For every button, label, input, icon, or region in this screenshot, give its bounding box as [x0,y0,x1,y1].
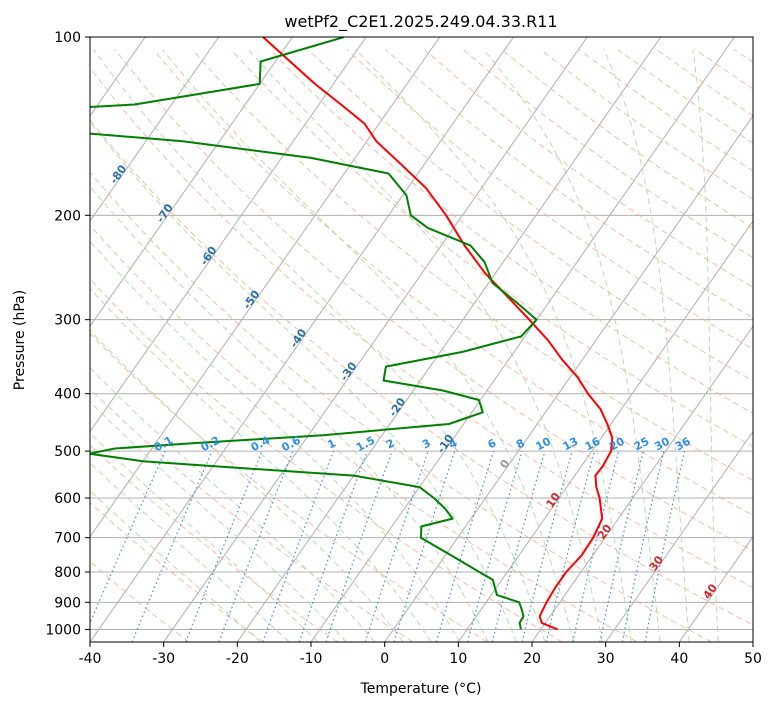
moist-adiabat-line [90,288,432,642]
dry-adiabat-line [90,388,414,642]
mixing-ratio-line [185,450,263,642]
series-layer [90,37,614,631]
mixing-ratio-line [364,450,429,642]
dry-adiabat-line [114,49,753,552]
isotherm-line [678,535,753,642]
mixing-ratio-label: 20 [607,435,627,454]
moist-adiabat-line [90,185,489,642]
dry-adiabat-line [90,66,753,588]
x-tick-label: 0 [380,651,389,667]
y-axis-label: Pressure (hPa) [12,290,28,390]
isotherm-line [605,430,753,642]
y-tick-label: 100 [54,30,81,46]
mixing-ratio-label: 36 [673,435,693,454]
x-tick-label: 20 [523,651,541,667]
mixing-ratio-line [218,450,294,642]
y-tick-label: 400 [54,387,81,403]
y-tick-label: 800 [54,565,81,581]
x-tick-label: -40 [79,651,102,667]
dry-adiabat-line [90,224,638,642]
moist-adiabat-line [90,490,261,642]
mixing-ratio-line [393,450,456,642]
dry-adiabat-line [90,119,753,626]
moist-adiabat-line [90,329,404,642]
moist-adiabat-line [90,240,461,642]
mixing-ratio-line [621,450,665,642]
mixing-ratio-label: 13 [561,435,581,454]
x-tick-label: -10 [300,651,323,667]
y-tick-label: 1000 [45,622,81,638]
x-tick-label: -20 [226,651,249,667]
mixing-ratio-line [435,450,495,642]
dry-adiabat-line [90,501,264,642]
y-tick-label: 600 [54,491,81,507]
mixing-ratio-label: 16 [583,435,603,454]
dry-adiabat-line [424,49,753,289]
dry-adiabat-line [385,49,753,319]
dry-adiabat-line [90,171,712,642]
mixing-ratio-label: 10 [533,435,553,454]
moist-adiabat-line [483,49,661,642]
mixing-ratio-line [466,450,523,642]
dry-adiabat-line [90,278,563,642]
moist-adiabat-line [93,49,546,642]
mixing-ratio-line [325,450,393,642]
background-lines [90,49,753,642]
moist-adiabat-line [90,401,347,642]
mixing-ratio-line [644,450,686,642]
x-tick-label: 50 [744,651,762,667]
moist-adiabat-line [355,49,632,642]
y-tick-label: 200 [54,208,81,224]
isotherm-line [90,37,367,433]
axes: -40 -30 -20 -10 0 10 20 30 40 50 100 200 300 400 500 60… [45,30,762,667]
dry-adiabat-line [90,444,339,642]
isotherm-line [531,325,753,642]
moist-adiabat-line [90,432,319,642]
moist-adiabat-line [247,49,603,642]
x-tick-label: -30 [152,651,175,667]
moist-adiabat-line [90,462,290,642]
mixing-ratio-label: 30 [652,435,672,454]
plot-frame [89,36,754,643]
isotherm-line [384,114,753,642]
chart-title: wetPf2_C2E1.2025.249.04.33.R11 [284,12,557,32]
isotherm-line [310,37,735,642]
x-axis-label: Temperature (°C) [360,681,482,697]
dry-adiabat-line [90,332,488,642]
temperature-profile-line [262,37,614,631]
isotherm-line [163,37,588,642]
dry-adiabat-line [191,49,753,482]
isotherm-line [236,37,662,642]
dry-adiabat-line [153,49,753,516]
mixing-ratio-label: 25 [632,435,652,454]
moist-adiabat-line [90,121,517,642]
dewpoint-profile-line [90,37,538,630]
x-tick-label: 10 [449,651,467,667]
grid-layer [90,37,753,642]
dry-adiabat-line [269,49,753,414]
isotherm-line [457,220,753,642]
moist-adiabat-line [162,49,575,642]
y-tick-label: 900 [54,595,81,611]
y-tick-label: 500 [54,444,81,460]
x-tick-label: 40 [670,651,688,667]
isotherm-line [90,37,441,538]
y-tick-label: 700 [54,531,81,547]
moist-adiabat-line [603,49,690,642]
moist-adiabat-line [692,49,719,642]
x-tick-label: 30 [597,651,615,667]
isotherm-line [90,37,514,642]
y-tick-label: 300 [54,313,81,329]
isotherm-line [90,37,293,328]
